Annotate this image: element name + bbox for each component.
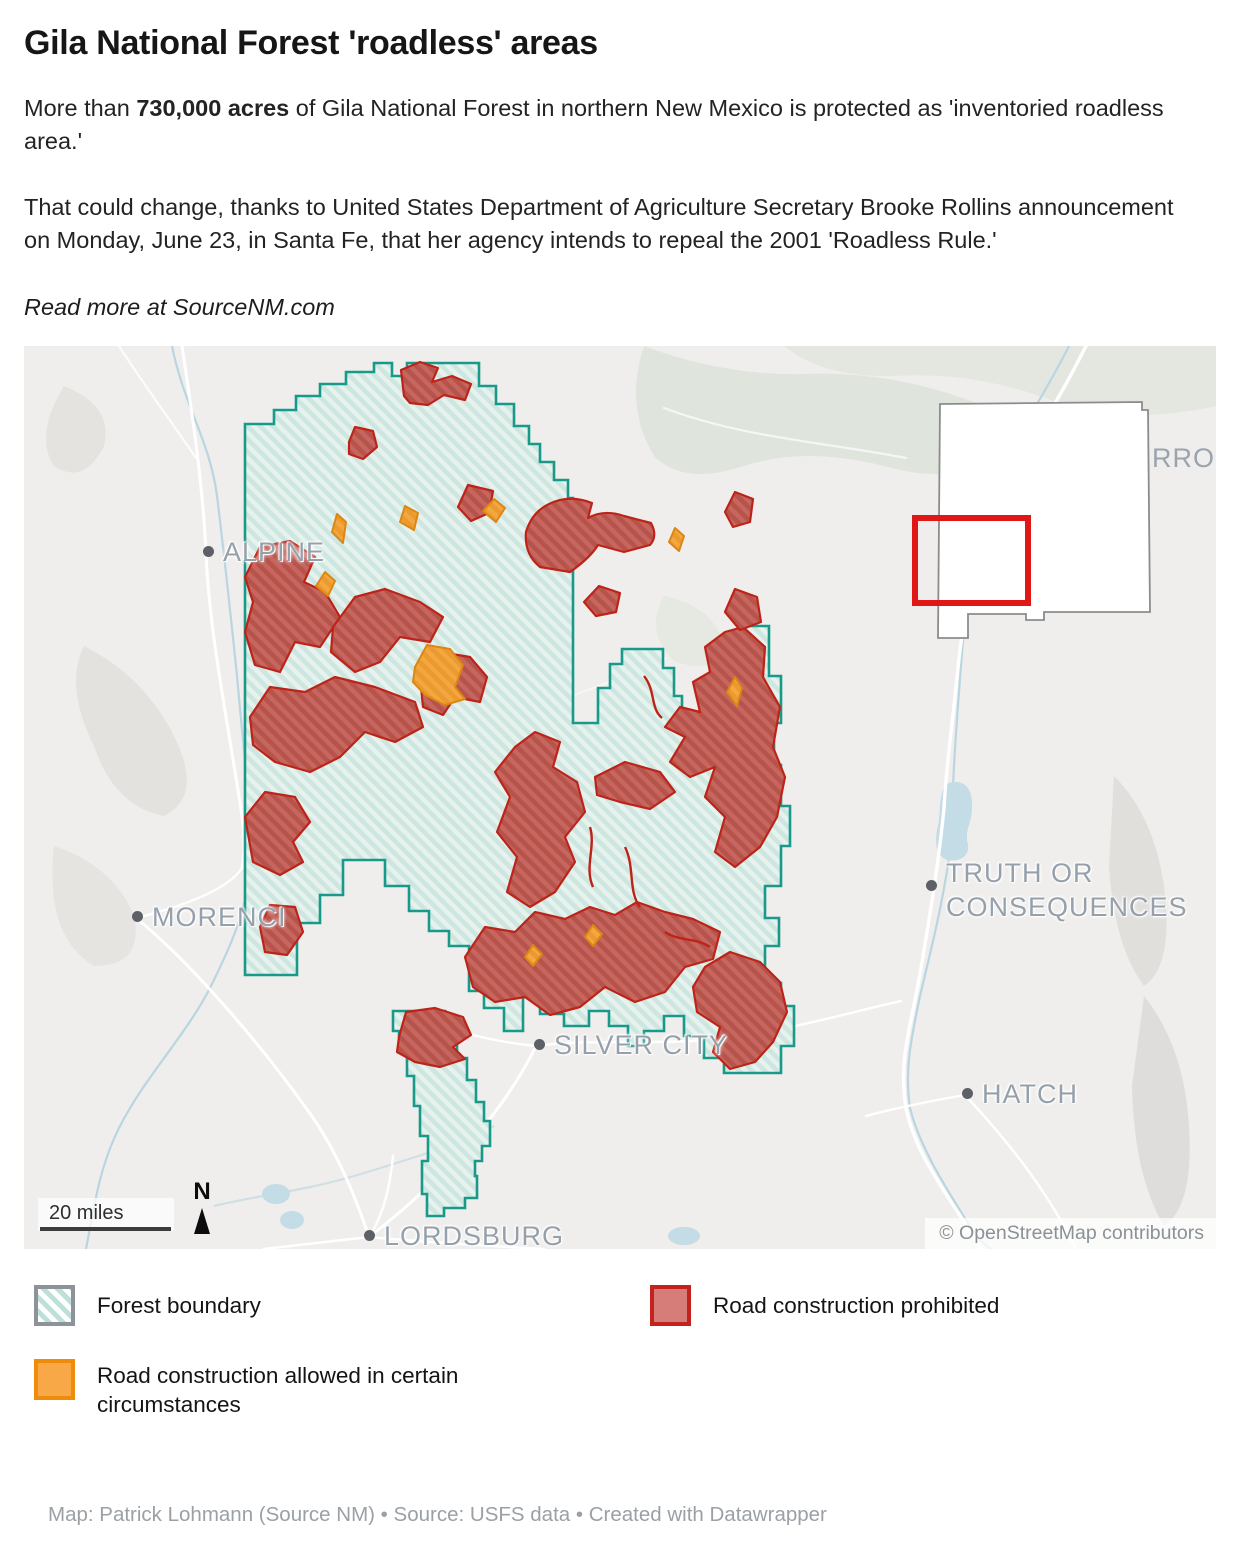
map-legend: Forest boundary Road construction prohib… [24, 1276, 1216, 1428]
legend-label-forest: Forest boundary [97, 1293, 261, 1318]
read-more-note: Read more at SourceNM.com [24, 294, 335, 320]
city-dot-truth-or-consequences [926, 880, 937, 891]
prohibited-swatch-icon [650, 1285, 691, 1326]
city-label-alpine: ALPINE [203, 537, 325, 568]
scale-bar: 20 miles [38, 1198, 174, 1231]
legend-item-forest: Forest boundary [34, 1285, 261, 1326]
north-arrow-icon [194, 1208, 210, 1234]
inset-map [912, 401, 1151, 639]
city-dot-alpine [203, 546, 214, 557]
north-arrow: N [187, 1178, 217, 1234]
body-paragraph: That could change, thanks to United Stat… [24, 194, 1174, 253]
page-title: Gila National Forest 'roadless' areas [24, 24, 598, 62]
legend-label-allowed: Road construction allowed in certain cir… [97, 1363, 459, 1417]
legend-label-prohibited: Road construction prohibited [713, 1293, 1000, 1318]
acres-highlight: 730,000 acres [136, 95, 290, 121]
legend-item-prohibited: Road construction prohibited [650, 1285, 999, 1326]
intro-paragraph: More than 730,000 acres of Gila National… [24, 92, 1199, 158]
city-dot-hatch [962, 1088, 973, 1099]
forest-swatch-icon [34, 1285, 75, 1326]
socorro-label-fragment: RRO [1152, 443, 1215, 473]
city-label-silver-city: SILVER CITY [534, 1030, 728, 1061]
allowed-swatch-icon [34, 1359, 75, 1400]
scale-bar-label: 20 miles [49, 1202, 124, 1224]
scale-bar-line [40, 1227, 171, 1231]
city-label-truth-or-consequences: TRUTH OR CONSEQUENCES [926, 856, 1188, 924]
inset-highlight-rect [912, 515, 1031, 606]
map-canvas: ALPINE MORENCI TRUTH OR CONSEQUENCES SILV… [24, 346, 1216, 1249]
allowed-areas [315, 498, 743, 967]
article: Gila National Forest 'roadless' areas Mo… [0, 24, 1240, 321]
city-dot-lordsburg [364, 1230, 375, 1241]
new-mexico-outline [937, 401, 1151, 639]
north-arrow-label: N [193, 1178, 211, 1205]
city-dot-silver-city [534, 1039, 545, 1050]
city-label-hatch: LORDSBURGHATCH [962, 1079, 1078, 1110]
city-dot-morenci [132, 911, 143, 922]
footer-credit: Map: Patrick Lohmann (Source NM) • Sourc… [48, 1503, 827, 1526]
city-label-lordsburg: LORDSBURG [364, 1221, 564, 1249]
basemap-svg [24, 346, 1216, 1249]
prohibited-line-details [588, 675, 711, 949]
map-attribution: © OpenStreetMap contributors [925, 1218, 1216, 1249]
intro-text-tail: of Gila National Forest in northern New … [24, 95, 1164, 154]
intro-text: More than [24, 95, 137, 121]
legend-item-allowed: Road construction allowed in certain cir… [34, 1359, 527, 1419]
city-label-morenci: MORENCI [132, 902, 287, 933]
